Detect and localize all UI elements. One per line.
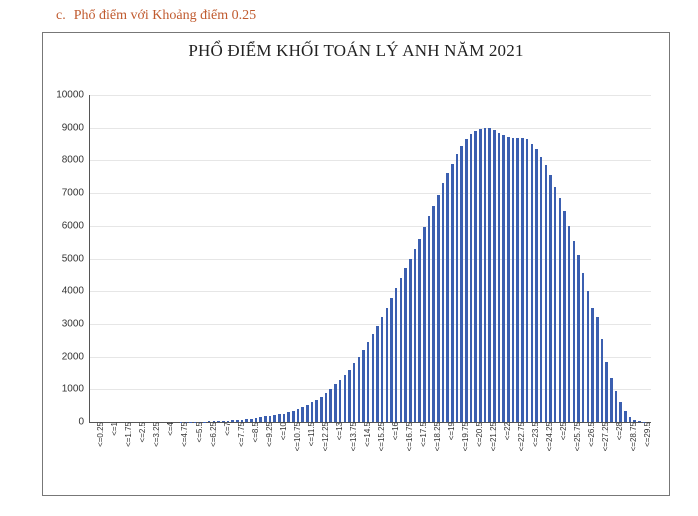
x-tick-label: <=25.75 [569, 422, 582, 451]
x-tick-label: <=26.5 [583, 422, 596, 447]
y-tick-label: 8000 [62, 155, 84, 166]
x-tick-label: <=19 [443, 422, 456, 440]
x-tick-label: <=24.25 [541, 422, 554, 451]
x-tick-label: <=28.75 [625, 422, 638, 451]
x-tick-label: <=4.75 [176, 422, 189, 447]
x-tick-label: <=7 [219, 422, 232, 436]
x-tick-label: <=10.75 [289, 422, 302, 451]
x-tick-label: <=28 [611, 422, 624, 440]
x-tick-label: <=9.25 [261, 422, 274, 447]
chart-container: PHỔ ĐIỂM KHỐI TOÁN LÝ ANH NĂM 2021 01000… [42, 32, 670, 496]
x-tick-label: <=22 [499, 422, 512, 440]
x-tick-label: <=10 [275, 422, 288, 440]
section-heading: c. Phổ điểm với Khoảng điểm 0.25 [0, 0, 698, 24]
plot-area: 0100020003000400050006000700080009000100… [89, 95, 651, 423]
section-title: Phổ điểm với Khoảng điểm 0.25 [74, 8, 256, 23]
x-tick-label: <=20.5 [471, 422, 484, 447]
x-tick-label: <=25 [555, 422, 568, 440]
y-tick-label: 4000 [62, 286, 84, 297]
x-tick-label: <=13.75 [345, 422, 358, 451]
y-tick-label: 9000 [62, 122, 84, 133]
x-tick-label: <=1.75 [120, 422, 133, 447]
y-tick-label: 2000 [62, 351, 84, 362]
x-tick-label: <=6.25 [205, 422, 218, 447]
x-tick-label: <=29.5 [639, 422, 652, 447]
y-tick-label: 0 [78, 417, 84, 428]
y-tick-label: 3000 [62, 318, 84, 329]
x-tick-label: <=17.5 [415, 422, 428, 447]
x-tick-label: <=4 [162, 422, 175, 436]
y-tick-label: 10000 [56, 90, 84, 101]
x-tick-label: <=14.5 [359, 422, 372, 447]
x-tick-label: <=1 [106, 422, 119, 436]
y-tick-label: 7000 [62, 188, 84, 199]
x-tick-label: <=2.5 [134, 422, 147, 442]
bullet-letter: c. [56, 8, 66, 23]
x-tick-label: <=0.25 [92, 422, 105, 447]
x-tick-label: <=3.25 [148, 422, 161, 447]
y-tick-label: 1000 [62, 384, 84, 395]
y-tick-label: 5000 [62, 253, 84, 264]
x-tick-label: <=11.5 [303, 422, 316, 446]
x-tick-label: <=15.25 [373, 422, 386, 451]
chart-title: PHỔ ĐIỂM KHỐI TOÁN LÝ ANH NĂM 2021 [43, 33, 669, 61]
x-tick-label: <=19.75 [457, 422, 470, 451]
x-tick-label: <=21.25 [485, 422, 498, 451]
y-tick-label: 6000 [62, 220, 84, 231]
x-tick-label: <=16 [387, 422, 400, 440]
x-tick-label: <=18.25 [429, 422, 442, 451]
x-tick-label: <=7.75 [233, 422, 246, 447]
x-tick-label: <=12.25 [317, 422, 330, 451]
x-tick-label: <=8.5 [247, 422, 260, 442]
x-tick-label: <=22.75 [513, 422, 526, 451]
x-tick-label: <=13 [331, 422, 344, 440]
x-tick-label: <=5.5 [191, 422, 204, 442]
x-tick-label: <=23.5 [527, 422, 540, 447]
x-tick-label: <=16.75 [401, 422, 414, 451]
x-tick-label: <=27.25 [597, 422, 610, 451]
